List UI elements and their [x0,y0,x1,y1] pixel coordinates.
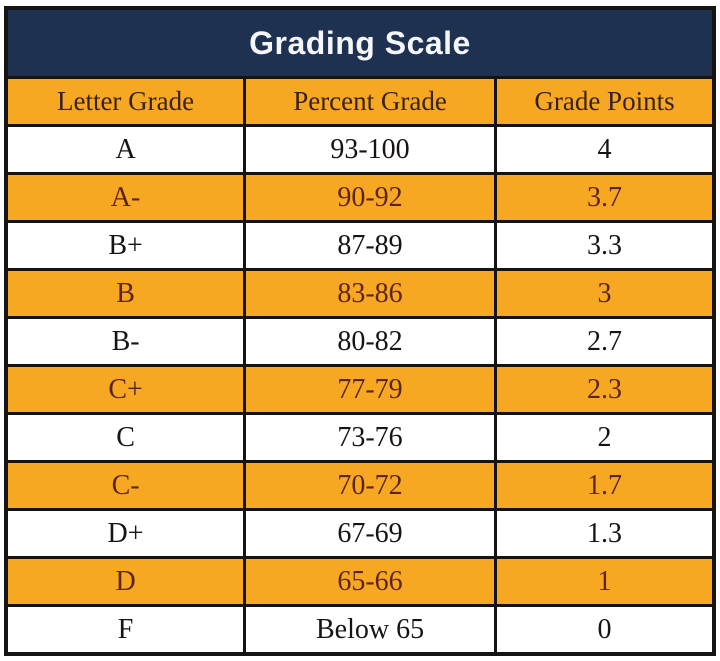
letter-grade-cell: D [8,559,244,604]
grade-points-cell: 1.7 [496,463,712,508]
grade-points-cell: 3.3 [496,223,712,268]
percent-grade-cell: 83-86 [246,271,494,316]
table-row-f: F Below 65 0 [8,607,712,652]
percent-grade-cell: 93-100 [246,127,494,172]
table-title-bar: Grading Scale [8,10,712,76]
letter-grade-cell: B- [8,319,244,364]
page-title: Grading Scale [249,24,471,61]
table-row-d: D 65-66 1 [8,559,712,604]
letter-grade-cell: A- [8,175,244,220]
letter-grade-cell: C- [8,463,244,508]
grade-points-cell: 1.3 [496,511,712,556]
table-row-c-minus: C- 70-72 1.7 [8,463,712,508]
grade-points-cell: 3.7 [496,175,712,220]
table-row-c-plus: C+ 77-79 2.3 [8,367,712,412]
table-row-a: A 93-100 4 [8,127,712,172]
percent-grade-cell: 73-76 [246,415,494,460]
percent-grade-cell: 87-89 [246,223,494,268]
percent-grade-cell: Below 65 [246,607,494,652]
grade-points-cell: 2.7 [496,319,712,364]
table-row-c: C 73-76 2 [8,415,712,460]
grade-points-cell: 3 [496,271,712,316]
letter-grade-cell: B [8,271,244,316]
table-row-b: B 83-86 3 [8,271,712,316]
grade-points-cell: 2 [496,415,712,460]
letter-grade-cell: C+ [8,367,244,412]
percent-grade-cell: 77-79 [246,367,494,412]
table-row-d-plus: D+ 67-69 1.3 [8,511,712,556]
table-header-row: Letter Grade Percent Grade Grade Points [8,79,712,124]
table-row-a-minus: A- 90-92 3.7 [8,175,712,220]
table-row-b-plus: B+ 87-89 3.3 [8,223,712,268]
percent-grade-cell: 80-82 [246,319,494,364]
table-row-b-minus: B- 80-82 2.7 [8,319,712,364]
percent-grade-cell: 67-69 [246,511,494,556]
grading-scale-table: Grading Scale Letter Grade Percent Grade… [4,6,716,656]
percent-grade-cell: 65-66 [246,559,494,604]
grade-points-cell: 4 [496,127,712,172]
letter-grade-cell: C [8,415,244,460]
letter-grade-cell: D+ [8,511,244,556]
percent-grade-cell: 70-72 [246,463,494,508]
letter-grade-cell: B+ [8,223,244,268]
column-header-percent-grade: Percent Grade [246,79,494,124]
grade-points-cell: 1 [496,559,712,604]
grade-points-cell: 0 [496,607,712,652]
column-header-letter-grade: Letter Grade [8,79,244,124]
grade-points-cell: 2.3 [496,367,712,412]
column-header-grade-points: Grade Points [496,79,712,124]
letter-grade-cell: F [8,607,244,652]
percent-grade-cell: 90-92 [246,175,494,220]
letter-grade-cell: A [8,127,244,172]
